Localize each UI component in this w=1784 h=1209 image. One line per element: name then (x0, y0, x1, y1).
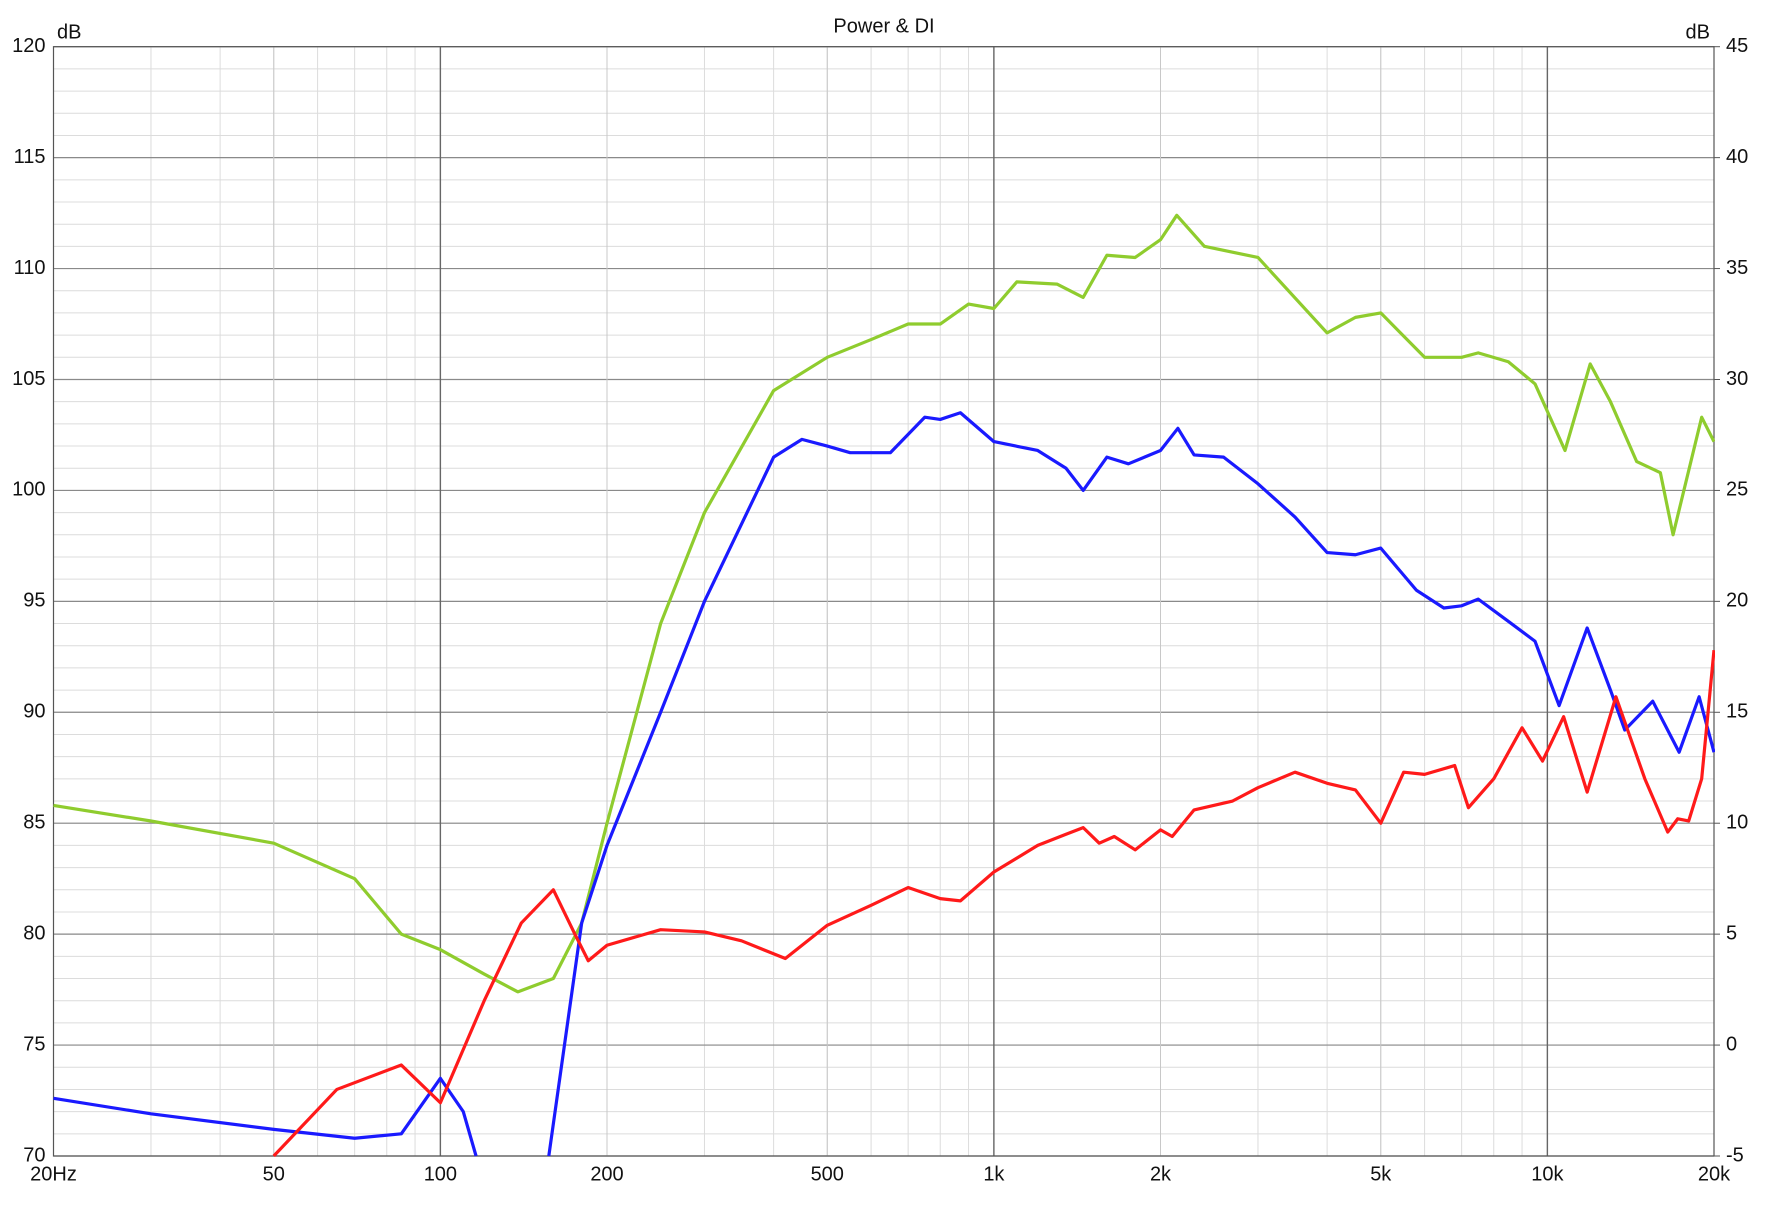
y-tick-label: 110 (14, 257, 46, 279)
y-tick-label: 105 (12, 368, 45, 390)
y2-tick-label: 20 (1726, 590, 1748, 612)
y2-axis-unit: dB (1686, 21, 1710, 43)
x-tick-label: 50 (263, 1163, 285, 1185)
y-tick-label: 90 (23, 701, 45, 723)
y2-tick-label: 30 (1726, 368, 1748, 390)
x-tick-label: 2k (1150, 1163, 1172, 1185)
y-tick-label: 100 (12, 479, 45, 501)
y-axis-unit: dB (57, 21, 81, 43)
chart-title: Power & DI (833, 15, 934, 37)
y-tick-label: 85 (23, 811, 45, 833)
y-tick-label: 115 (14, 146, 46, 168)
y-tick-label: 95 (23, 590, 45, 612)
y2-tick-label: -5 (1726, 1144, 1744, 1166)
y-tick-label: 75 (23, 1033, 45, 1055)
y-tick-label: 70 (23, 1144, 45, 1166)
y2-tick-label: 5 (1726, 922, 1737, 944)
x-tick-label: 100 (424, 1163, 457, 1185)
x-tick-label: 20Hz (30, 1163, 77, 1185)
y-tick-label: 80 (23, 922, 45, 944)
y2-tick-label: 25 (1726, 479, 1748, 501)
data-line (53, 213, 1715, 994)
data-line (53, 411, 1715, 1157)
y2-tick-label: 0 (1726, 1033, 1737, 1055)
y2-tick-label: 45 (1726, 35, 1748, 57)
y2-tick-label: 15 (1726, 701, 1748, 723)
x-tick-label: 10k (1531, 1163, 1564, 1185)
y2-tick-label: 40 (1726, 146, 1748, 168)
x-tick-label: 200 (590, 1163, 623, 1185)
x-tick-label: 5k (1370, 1163, 1392, 1185)
y2-tick-label: 10 (1726, 811, 1748, 833)
x-tick-label: 1k (983, 1163, 1005, 1185)
y2-tick-label: 35 (1726, 257, 1748, 279)
data-line (272, 650, 1715, 1157)
plot-frame (52, 46, 1715, 1157)
y-tick-label: 120 (12, 35, 45, 57)
x-tick-label: 500 (811, 1163, 844, 1185)
x-tick-label: 20k (1698, 1163, 1731, 1185)
